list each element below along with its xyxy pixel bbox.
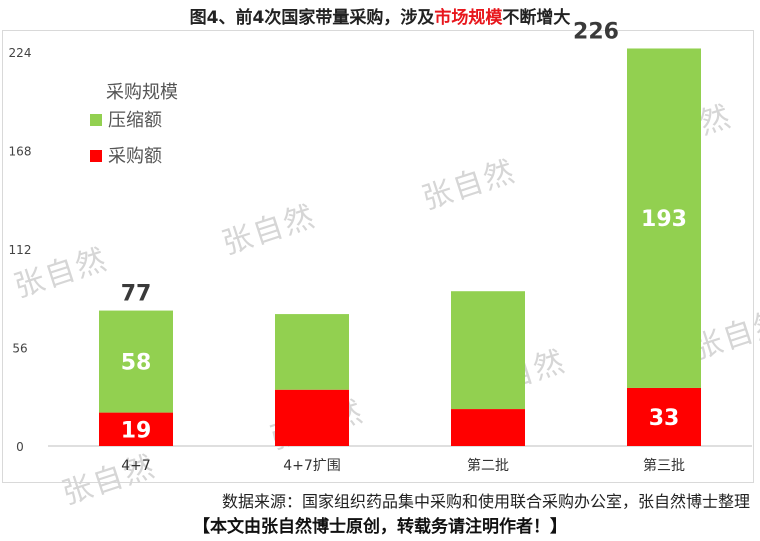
bar-segment: [275, 314, 349, 390]
chart-title: 图4、前4次国家带量采购，涉及市场规模不断增大: [0, 3, 760, 28]
legend-title: 采购规模: [106, 82, 178, 103]
y-tick-label: 56: [12, 342, 27, 356]
bar-segment: [451, 291, 525, 410]
title-part-1: 图4、前4次国家带量采购，涉及: [189, 8, 435, 28]
bar-segment: [627, 48, 701, 388]
y-tick-label: 112: [9, 243, 32, 257]
y-tick-label: 224: [9, 46, 32, 60]
y-tick-label: 0: [16, 440, 24, 454]
bar-value-label: 19: [121, 418, 152, 443]
copyright-notice: 【本文由张自然博士原创，转载务请注明作者！】: [193, 517, 567, 537]
x-category-label: 4+7: [121, 458, 151, 474]
y-tick-label: 168: [9, 145, 32, 159]
legend-swatch: [90, 114, 102, 126]
x-category-label: 第三批: [643, 457, 685, 474]
bar-segment: [451, 409, 525, 446]
legend-entry: 压缩额: [108, 110, 162, 131]
legend-entry: 采购额: [108, 146, 162, 167]
bar-value-label: 58: [121, 351, 152, 376]
legend-swatch: [90, 150, 102, 162]
bar-total-label: 226: [573, 19, 619, 44]
title-part-2: 不断增大: [502, 8, 571, 28]
bar-segment: [99, 310, 173, 413]
bar-total-label: 77: [121, 282, 152, 307]
bar-value-label: 193: [641, 207, 687, 232]
bar-segment: [275, 389, 349, 446]
chart-frame: [2, 30, 754, 483]
title-highlight: 市场规模: [434, 8, 503, 28]
x-category-label: 第二批: [467, 457, 509, 474]
bar-value-label: 33: [649, 406, 680, 431]
x-category-label: 4+7扩围: [283, 458, 341, 474]
bar-segment: [99, 412, 173, 446]
bar-segment: [627, 387, 701, 446]
data-source-note: 数据来源：国家组织药品集中采购和使用联合采购办公室，张自然博士整理: [221, 492, 750, 511]
